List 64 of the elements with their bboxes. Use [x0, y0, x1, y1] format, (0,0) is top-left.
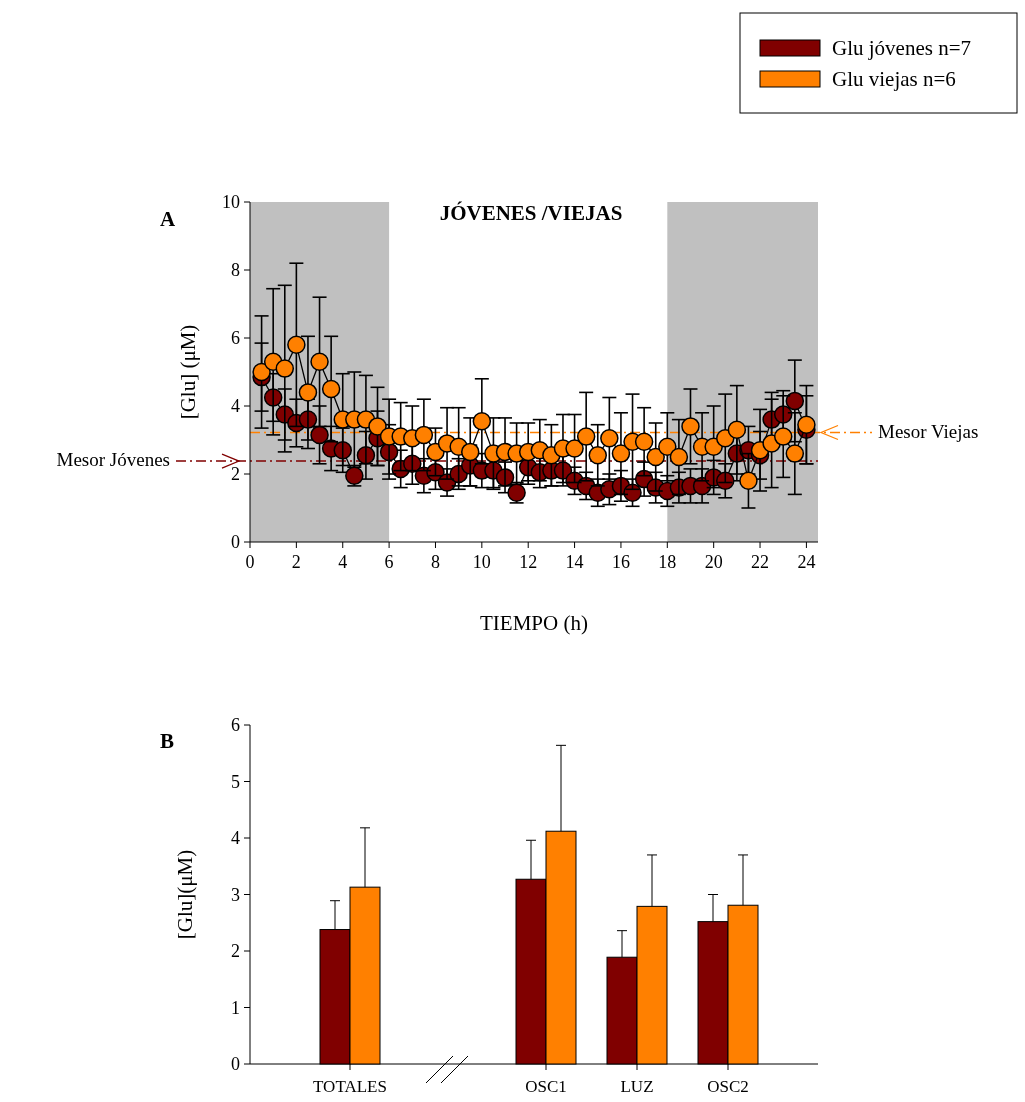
x-tick-label: 24 [797, 552, 816, 572]
x-tick-label: 16 [611, 552, 630, 572]
ref-line-label: Mesor Viejas [878, 420, 979, 442]
x-tick-label: 8 [430, 552, 440, 572]
point [252, 362, 271, 382]
point [287, 335, 306, 355]
y-tick-label: 2 [231, 941, 240, 961]
point [600, 429, 619, 448]
point [321, 379, 341, 399]
point [611, 444, 631, 463]
text: B [160, 729, 175, 753]
x-tick-label: 14 [565, 552, 584, 572]
y-axis-title: [Glu](μM) [173, 849, 197, 940]
ref-line-label: Mesor Jóvenes [56, 449, 170, 471]
y-tick-label: 1 [231, 997, 240, 1018]
x-tick-label: 18 [658, 552, 677, 572]
legend-label: Glu jóvenes n=7 [832, 36, 971, 60]
point [472, 412, 492, 431]
point [785, 391, 805, 411]
x-tick-label: 10 [472, 552, 491, 572]
point [785, 444, 805, 463]
x-tick-label: 0 [245, 552, 255, 572]
point [310, 352, 329, 372]
y-tick-label: 2 [231, 464, 240, 484]
point [588, 446, 608, 465]
y-tick-label: 0 [231, 532, 240, 552]
x-tick-label: 6 [384, 552, 394, 572]
point [461, 442, 480, 462]
y-tick-label: 8 [231, 260, 240, 280]
legend-label: Glu viejas n=6 [832, 67, 956, 91]
x-tick-label: OSC2 [707, 1077, 749, 1096]
x-axis-title: TIEMPO (h) [480, 611, 588, 635]
point [634, 432, 654, 451]
point [646, 447, 665, 467]
x-tick-label: TOTALES [313, 1077, 387, 1096]
point [658, 437, 677, 457]
y-tick-label: 5 [231, 771, 240, 792]
y-axis-title: [Glu] (μM) [176, 324, 200, 420]
point [681, 417, 700, 436]
point [565, 439, 584, 458]
text: A [160, 207, 176, 231]
point [368, 417, 387, 436]
y-tick-label: 3 [231, 884, 240, 905]
y-tick-label: 6 [231, 328, 240, 348]
point [414, 425, 434, 445]
point [773, 427, 793, 446]
x-tick-label: 22 [751, 552, 770, 572]
y-tick-label: 0 [231, 1054, 240, 1074]
x-tick-label: 20 [704, 552, 723, 572]
x-tick-label: OSC1 [525, 1077, 567, 1096]
point [576, 427, 596, 446]
y-tick-label: 10 [222, 192, 240, 212]
chart-title: JÓVENES /VIEJAS [439, 201, 623, 225]
point [275, 359, 295, 378]
point [727, 420, 747, 440]
y-tick-label: 4 [231, 396, 240, 416]
x-tick-label: 12 [519, 552, 538, 572]
x-tick-label: 2 [291, 552, 301, 572]
point [797, 415, 816, 434]
y-tick-label: 6 [231, 715, 240, 735]
x-tick-label: LUZ [620, 1077, 654, 1096]
y-tick-label: 4 [231, 828, 240, 848]
x-tick-label: 4 [338, 552, 348, 572]
point [669, 447, 689, 467]
